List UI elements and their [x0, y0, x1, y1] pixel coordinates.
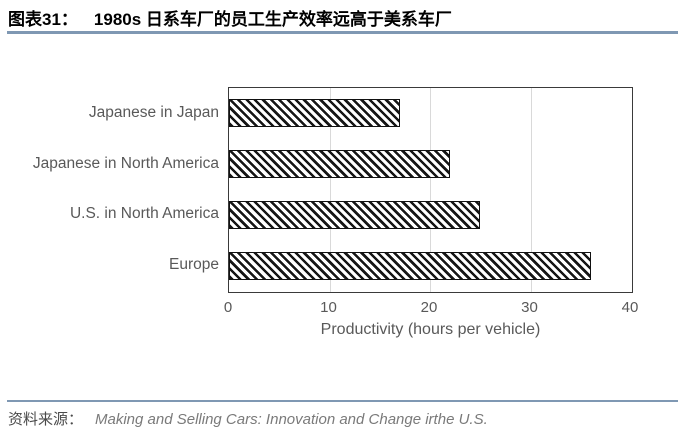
x-tick-label: 20 [420, 299, 438, 316]
category-label: U.S. in North America [69, 205, 219, 223]
x-tick-label: 30 [521, 299, 538, 316]
gridline [530, 88, 532, 292]
gridline [430, 88, 431, 292]
source-line: 资料来源： Making and Selling Cars: Innovation… [8, 408, 488, 429]
figure-title-text: 1980s 日系车厂的员工生产效率远高于美系车厂 [93, 10, 452, 29]
x-axis-label: Productivity (hours per vehicle) [320, 321, 541, 338]
source-divider [7, 400, 678, 402]
x-tick-label: 0 [223, 299, 233, 316]
category-labels: Japanese in Japan Japanese in North Ameri… [0, 87, 219, 293]
bar [229, 200, 481, 229]
figure-number: 图表31： [8, 10, 78, 29]
x-tick-label: 10 [320, 299, 337, 316]
plot-area [228, 87, 633, 293]
category-label: Europe [169, 256, 219, 274]
gridline [329, 88, 331, 292]
category-label: Japanese in North America [32, 154, 219, 172]
x-tick-label: 40 [621, 299, 639, 316]
figure-title: 图表31： 1980s 日系车厂的员工生产效率远高于美系车厂 [8, 5, 452, 30]
bar [229, 150, 451, 179]
title-underline [7, 31, 678, 34]
source-text: Making and Selling Cars: Innovation and … [95, 411, 488, 428]
bar [229, 99, 400, 128]
bar [229, 251, 591, 280]
source-label: 资料来源： [8, 412, 84, 428]
category-label: Japanese in Japan [88, 103, 219, 121]
